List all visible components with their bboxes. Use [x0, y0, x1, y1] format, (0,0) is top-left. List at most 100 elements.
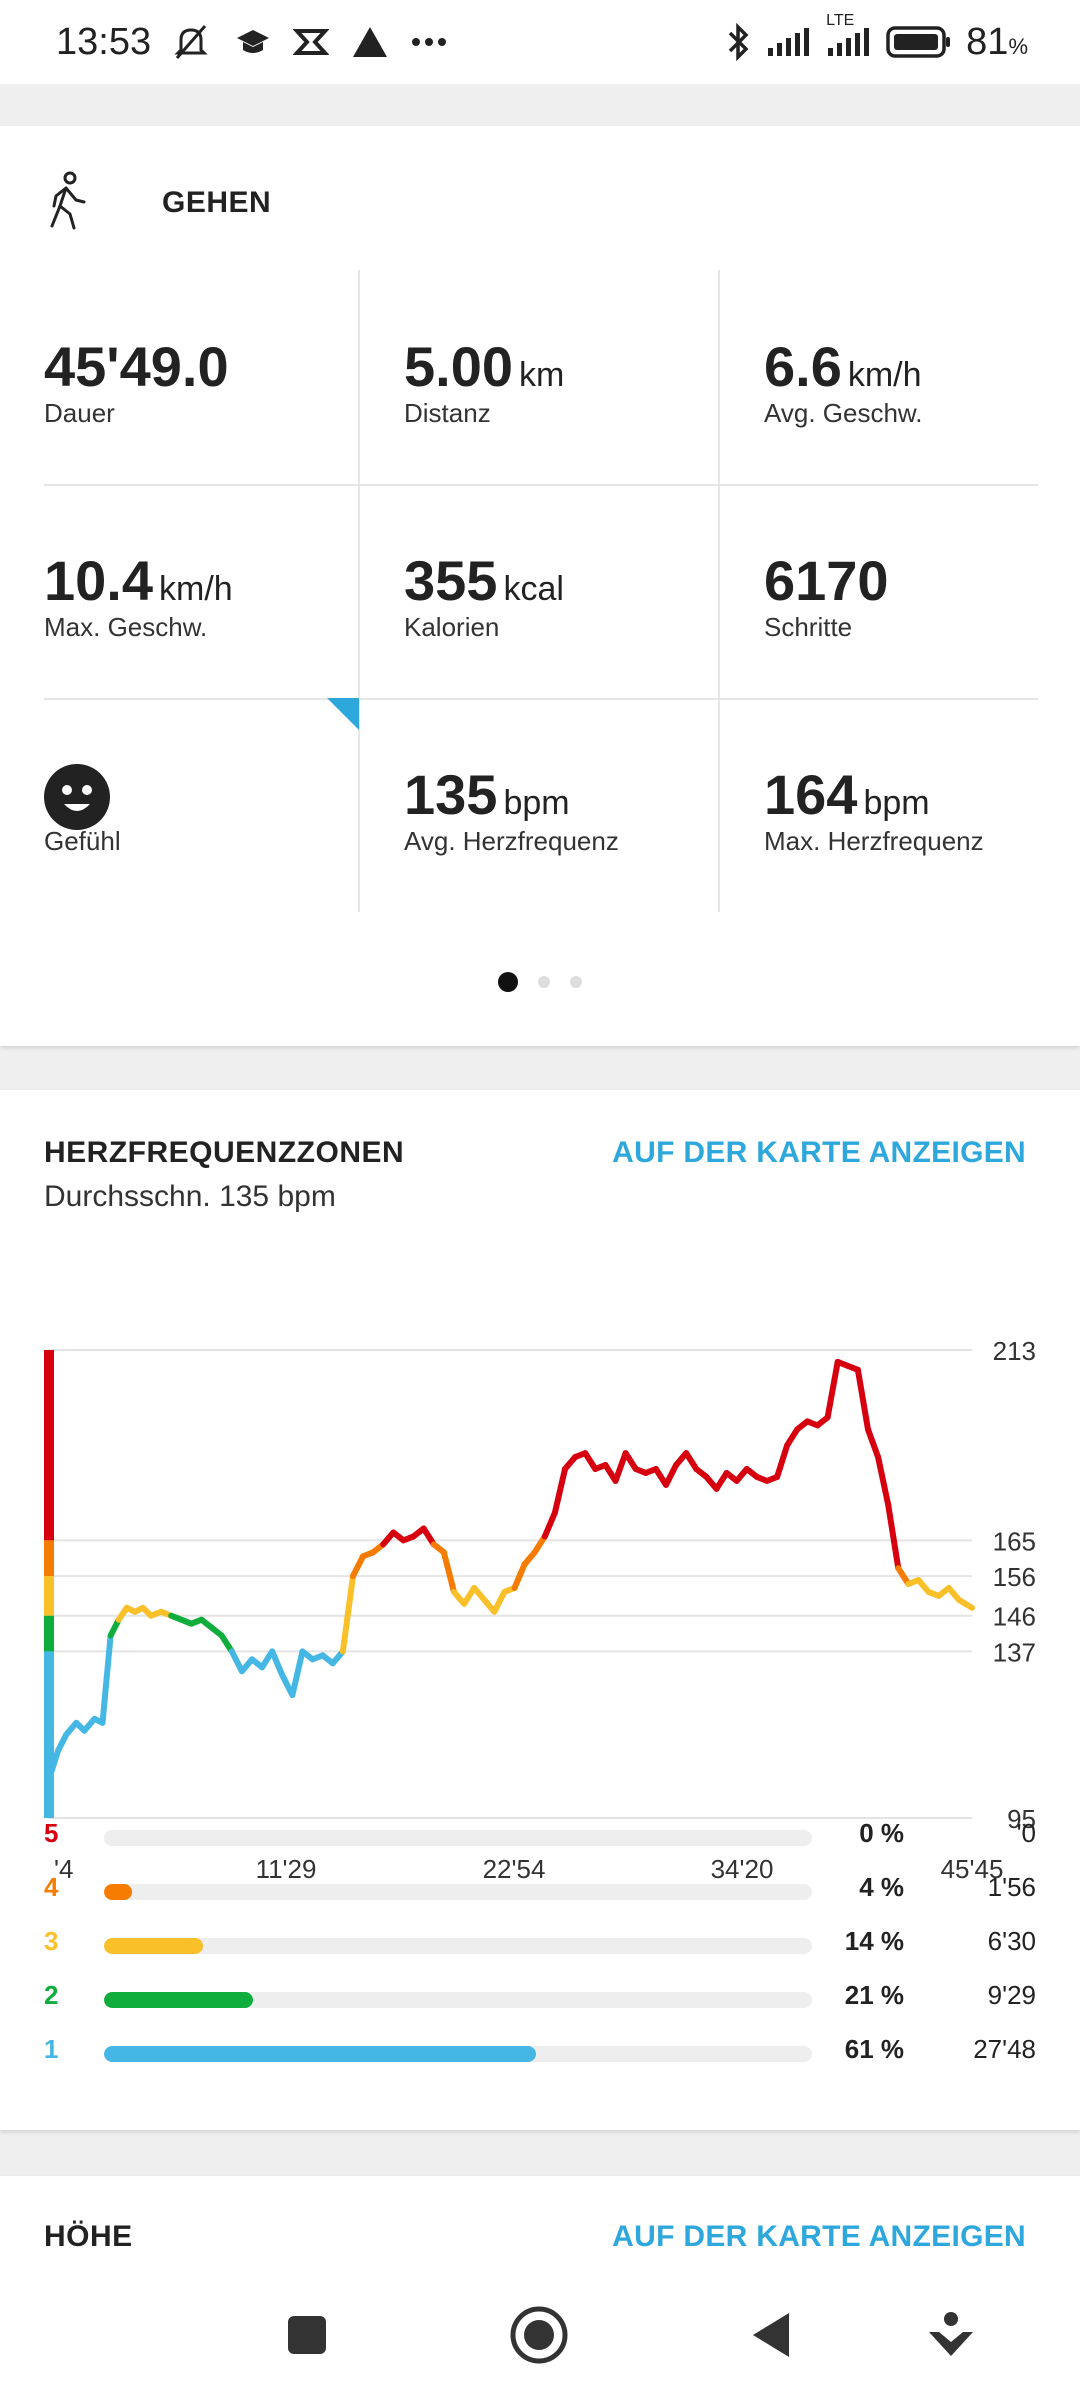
hr-line-segment [218, 1632, 235, 1655]
altitude-show-on-map-link[interactable]: AUF DER KARTE ANZEIGEN [612, 2220, 1026, 2253]
hr-line-segment [269, 1648, 286, 1679]
zone-time: 6'30 [987, 1926, 1036, 1956]
battery-percent: 81% [966, 21, 1028, 64]
zone-percent: 61 % [844, 2034, 904, 2064]
zone-row-1: 1 61 % 27'48 [0, 2034, 1080, 2074]
walking-icon [44, 170, 90, 235]
stat-value: 164 bpm [764, 763, 930, 826]
stat-value: 5.00 km [404, 335, 565, 398]
stats-grid: 45'49.0 Dauer 5.00 km Distanz 6.6 km/h Avg… [44, 270, 1038, 912]
y-tick-label: 95 [1007, 1804, 1036, 1834]
zone-number: 5 [44, 1818, 59, 1848]
zone-number: 4 [44, 1872, 59, 1902]
stat-max-speed: 10.4 km/h Max. Geschw. [44, 484, 404, 698]
zone-bar-fill [104, 1938, 204, 1954]
battery-value: 81 [966, 20, 1009, 63]
graduation-cap-icon [235, 26, 271, 58]
stat-value: 10.4 km/h [44, 549, 233, 612]
smiley-icon [44, 764, 110, 835]
zone-bar-track [104, 1992, 812, 2008]
status-bar: 13:53 LTE 81% [0, 0, 1080, 84]
hr-line-segment [541, 1509, 558, 1540]
hr-line-segment [885, 1501, 902, 1572]
x-tick-label: '4 [54, 1854, 73, 1884]
hr-line-segment [99, 1632, 114, 1726]
hr-zones-card: HERZFREQUENZZONEN AUF DER KARTE ANZEIGEN… [0, 1090, 1080, 2130]
hr-line-segment [875, 1454, 892, 1508]
hr-line-segment [289, 1648, 306, 1699]
back-triangle-icon[interactable] [736, 2300, 806, 2370]
mute-icon [169, 22, 213, 62]
zone-number: 1 [44, 2034, 59, 2064]
hr-line-segment [349, 1553, 367, 1580]
page-dot[interactable] [538, 976, 550, 988]
hr-line-segment [683, 1450, 700, 1472]
stat-duration: 45'49.0 Dauer [44, 270, 404, 484]
activity-summary-card: GEHEN 45'49.0 Dauer 5.00 km Distanz 6.6 km… [0, 126, 1080, 1046]
page-dot[interactable] [498, 972, 518, 992]
zone-band [44, 1615, 54, 1652]
hr-line-segment [531, 1533, 548, 1556]
stat-distance: 5.00 km Distanz [404, 270, 764, 484]
hr-line-segment [582, 1450, 599, 1472]
zone-number: 3 [44, 1926, 59, 1956]
sync-icon [293, 25, 330, 59]
page-dot[interactable] [570, 976, 582, 988]
zone-bar-fill [104, 1992, 253, 2008]
stat-avg-hr: 135 bpm Avg. Herzfrequenz [404, 698, 764, 912]
stat-label: Distanz [404, 398, 491, 428]
y-tick-label: 213 [993, 1336, 1036, 1366]
stat-max-hr: 164 bpm Max. Herzfrequenz [764, 698, 1080, 912]
hr-line-segment [955, 1596, 975, 1611]
zone-bar-track [104, 2046, 812, 2062]
hr-line-segment [228, 1648, 245, 1675]
assist-icon[interactable] [916, 2300, 986, 2370]
hr-chart: 213 165 156 146 137 95 '4 11'29 22'54 34'20 45'45 [44, 1336, 1036, 1884]
hr-line-segment [864, 1426, 882, 1461]
zone-band [44, 1540, 54, 1577]
bluetooth-icon [724, 23, 752, 61]
zone-bar-track [104, 1884, 812, 1900]
hr-line-segment [612, 1450, 629, 1484]
zone-row-4: 4 4 % 1'56 [0, 1872, 1080, 1912]
stat-feeling[interactable]: Gefühl [44, 698, 404, 912]
hr-line-segment [551, 1465, 569, 1516]
hr-line-segment [440, 1549, 457, 1595]
stat-label: Schritte [764, 612, 853, 642]
hr-line-segment [511, 1561, 528, 1591]
zone-row-5: 5 0 % '0 [0, 1818, 1080, 1858]
zone-bar-track [104, 1830, 812, 1846]
home-circle-icon[interactable] [504, 2300, 574, 2370]
status-time: 13:53 [56, 20, 152, 63]
y-tick-label: 137 [993, 1637, 1036, 1667]
stat-label: Kalorien [404, 612, 500, 642]
hr-show-on-map-link[interactable]: AUF DER KARTE ANZEIGEN [612, 1136, 1026, 1169]
stat-value: 355 kcal [404, 549, 564, 612]
zone-time: 27'48 [973, 2034, 1036, 2064]
hr-line-segment [895, 1565, 912, 1587]
stat-value: 6170 [764, 549, 889, 612]
zone-time: 1'56 [987, 1872, 1036, 1902]
battery-unit: % [1008, 33, 1028, 59]
stat-label: Max. Herzfrequenz [764, 826, 984, 856]
navigation-bar [0, 2270, 1080, 2400]
page-indicator[interactable] [0, 972, 1080, 992]
hr-line-segment [774, 1442, 791, 1480]
hr-line-segment [713, 1469, 730, 1492]
hr-line-segment [854, 1366, 871, 1433]
recents-square-icon[interactable] [272, 2300, 342, 2370]
hr-line-segment [824, 1358, 841, 1421]
hr-line-segment [420, 1525, 437, 1548]
x-tick-label: 11'29 [256, 1854, 317, 1884]
hr-line-segment [663, 1462, 680, 1488]
stat-label: Dauer [44, 398, 115, 428]
stat-label: Max. Geschw. [44, 612, 208, 642]
hr-line-segment [491, 1588, 508, 1615]
hr-line-segment [622, 1450, 639, 1472]
activity-header: GEHEN [44, 170, 271, 235]
hr-line-segment [45, 1747, 62, 1786]
y-tick-label: 156 [993, 1562, 1036, 1592]
zone-band [44, 1576, 54, 1616]
zone-bar-fill [104, 2046, 536, 2062]
hr-line-segment [784, 1426, 801, 1449]
